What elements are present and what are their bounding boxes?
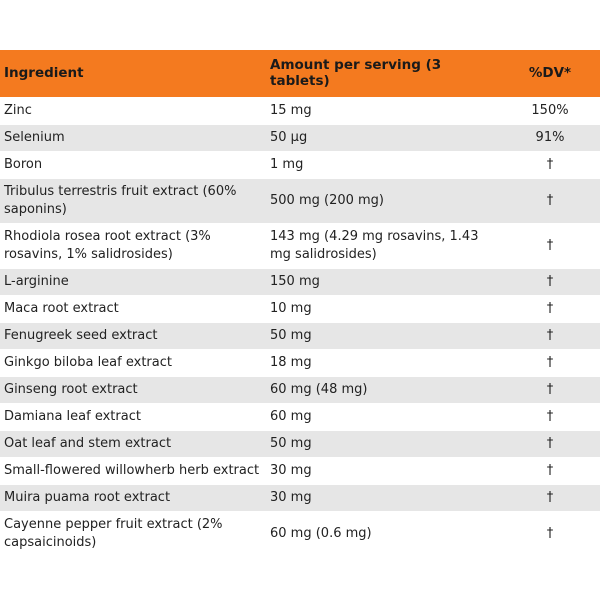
table-row: Small-flowered willowherb herb extract 30… — [0, 456, 600, 484]
cell-dv: 91% — [500, 123, 600, 151]
cell-dv: 150% — [500, 96, 600, 124]
table-row: Ginseng root extract 60 mg (48 mg) † — [0, 375, 600, 403]
cell-amount: 60 mg — [266, 402, 500, 430]
cell-ingredient: Oat leaf and stem extract — [0, 429, 266, 457]
cell-dv: † — [500, 429, 600, 457]
table-row: Zinc 15 mg 150% — [0, 96, 600, 124]
cell-ingredient: Ginseng root extract — [0, 375, 266, 403]
cell-amount: 30 mg — [266, 483, 500, 511]
cell-amount: 60 mg (0.6 mg) — [266, 510, 500, 556]
cell-amount: 10 mg — [266, 294, 500, 322]
cell-dv: † — [500, 375, 600, 403]
table-row: Selenium 50 µg 91% — [0, 123, 600, 151]
cell-ingredient: Fenugreek seed extract — [0, 321, 266, 349]
cell-dv: † — [500, 177, 600, 223]
cell-ingredient: Maca root extract — [0, 294, 266, 322]
table-row: Maca root extract 10 mg † — [0, 294, 600, 322]
cell-ingredient: Damiana leaf extract — [0, 402, 266, 430]
table-row: Muira puama root extract 30 mg † — [0, 483, 600, 511]
cell-dv: † — [500, 348, 600, 376]
table-row: Damiana leaf extract 60 mg † — [0, 402, 600, 430]
cell-amount: 30 mg — [266, 456, 500, 484]
cell-ingredient: Tribulus terrestris fruit extract (60% s… — [0, 177, 266, 223]
cell-ingredient: Small-flowered willowherb herb extract — [0, 456, 266, 484]
cell-ingredient: Zinc — [0, 96, 266, 124]
cell-amount: 50 mg — [266, 321, 500, 349]
cell-ingredient: Selenium — [0, 123, 266, 151]
cell-ingredient: Cayenne pepper fruit extract (2% capsaic… — [0, 510, 266, 556]
table-row: Cayenne pepper fruit extract (2% capsaic… — [0, 510, 600, 556]
header-dv: %DV* — [528, 65, 572, 82]
cell-amount: 150 mg — [266, 267, 500, 295]
supplement-facts-table-container: Ingredient Amount per serving (3 tablets… — [0, 50, 600, 556]
cell-dv: † — [500, 150, 600, 178]
header-ingredient: Ingredient — [4, 65, 84, 82]
table-row: Tribulus terrestris fruit extract (60% s… — [0, 177, 600, 223]
cell-amount: 1 mg — [266, 150, 500, 178]
table-row: Fenugreek seed extract 50 mg † — [0, 321, 600, 349]
cell-amount: 500 mg (200 mg) — [266, 177, 500, 223]
cell-ingredient: Boron — [0, 150, 266, 178]
supplement-facts-table: Ingredient Amount per serving (3 tablets… — [0, 50, 600, 556]
cell-amount: 50 µg — [266, 123, 500, 151]
table-header: Ingredient Amount per serving (3 tablets… — [0, 50, 600, 97]
table-body: Zinc 15 mg 150% Selenium 50 µg 91% Boron 1 mg † T… — [0, 96, 600, 556]
header-row: Ingredient Amount per serving (3 tablets… — [0, 50, 600, 97]
table-row: Ginkgo biloba leaf extract 18 mg † — [0, 348, 600, 376]
table-row: Oat leaf and stem extract 50 mg † — [0, 429, 600, 457]
cell-dv: † — [500, 321, 600, 349]
cell-amount: 50 mg — [266, 429, 500, 457]
cell-amount: 143 mg (4.29 mg rosavins, 1.43 mg salidr… — [266, 222, 500, 268]
table-row: Boron 1 mg † — [0, 150, 600, 178]
cell-dv: † — [500, 267, 600, 295]
cell-dv: † — [500, 483, 600, 511]
cell-dv: † — [500, 510, 600, 556]
cell-ingredient: Rhodiola rosea root extract (3% rosavins… — [0, 222, 266, 268]
cell-ingredient: Muira puama root extract — [0, 483, 266, 511]
cell-amount: 18 mg — [266, 348, 500, 376]
cell-dv: † — [500, 222, 600, 268]
table-row: Rhodiola rosea root extract (3% rosavins… — [0, 222, 600, 268]
cell-amount: 60 mg (48 mg) — [266, 375, 500, 403]
cell-dv: † — [500, 456, 600, 484]
header-amount: Amount per serving (3 tablets) — [270, 57, 442, 90]
cell-amount: 15 mg — [266, 96, 500, 124]
cell-ingredient: L-arginine — [0, 267, 266, 295]
cell-dv: † — [500, 402, 600, 430]
cell-ingredient: Ginkgo biloba leaf extract — [0, 348, 266, 376]
cell-dv: † — [500, 294, 600, 322]
table-row: L-arginine 150 mg † — [0, 267, 600, 295]
